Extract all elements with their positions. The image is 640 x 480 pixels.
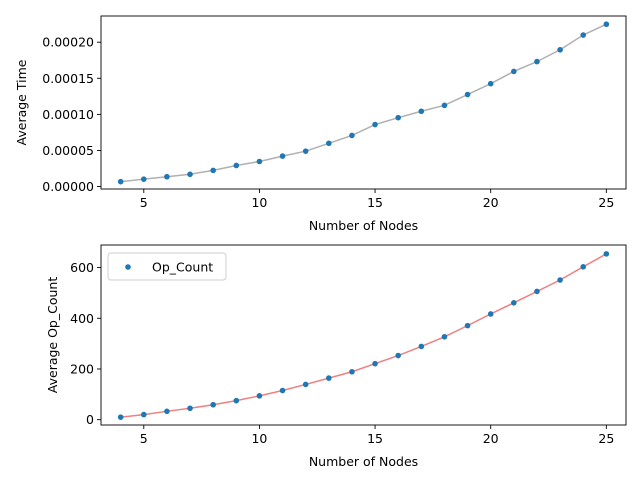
data-point [210,401,216,408]
data-point [395,114,401,121]
data-point [487,311,494,317]
data-point [349,368,355,375]
x-tick-label: 15 [367,431,383,446]
x-tick-label: 20 [483,195,499,210]
data-point [418,343,425,350]
data-point [441,333,448,340]
data-point [187,171,193,178]
x-tick-label: 10 [251,195,267,210]
x-axis-label: Number of Nodes [309,218,418,233]
data-point [580,264,587,270]
data-point [349,132,355,139]
data-point [302,381,309,388]
x-tick-label: 25 [598,195,614,210]
x-tick-label: 5 [140,195,148,210]
data-point [603,21,610,28]
data-point [487,80,494,87]
data-point [580,32,587,38]
data-point [464,91,471,98]
data-point [326,140,332,147]
y-tick-label: 600 [70,260,94,275]
y-tick-label: 0.00005 [42,143,94,158]
data-point [557,46,563,53]
legend-marker [125,264,131,270]
y-axis-label: Average Op_Count [45,277,60,394]
legend: Op_Count [107,252,227,281]
y-tick-label: 0 [86,412,94,427]
data-point [256,158,263,165]
data-point [210,167,216,174]
data-point [233,397,240,404]
y-tick-label: 0.00020 [42,35,94,50]
data-point [326,375,332,381]
data-point [279,153,286,159]
data-point [164,173,170,180]
data-point [117,178,124,185]
x-tick-label: 10 [251,431,267,446]
data-point [140,411,147,418]
plot-frame [100,244,627,426]
data-point [534,288,540,295]
data-point [256,393,263,399]
x-tick-label: 20 [483,431,499,446]
x-tick-label: 15 [367,195,383,210]
data-point [372,360,378,367]
data-point [464,322,471,329]
data-point [534,58,540,65]
data-point [395,352,401,359]
x-tick-label: 25 [598,431,614,446]
series-line [120,253,607,418]
data-point [164,408,170,415]
y-tick-label: 0.00015 [42,71,94,86]
y-tick-label: 0.00010 [42,107,94,122]
legend-label: Op_Count [152,260,213,275]
data-point [279,387,286,394]
data-point [557,277,563,283]
data-point [140,176,147,182]
y-tick-label: 200 [70,361,94,376]
series-line [120,23,607,183]
data-point [233,162,240,169]
data-point [418,108,425,115]
data-point [117,414,124,420]
y-tick-label: 400 [70,311,94,326]
y-tick-label: 0.00000 [42,179,94,194]
y-axis-label: Average Time [14,59,29,145]
legend-box [107,252,227,281]
data-point [511,300,517,306]
data-point [441,102,448,109]
data-point [187,405,193,412]
data-point [511,68,517,75]
plot-frame [100,15,627,190]
chart-panel-2: 5 10 15 20 25 0 200 400 600 Number of Nodes Averag… [45,244,627,469]
x-tick-label: 5 [140,431,148,446]
data-point [603,251,610,257]
chart-panel-1: 5 10 15 20 25 0.00000 0.00005 0.00010 0.00015 0.0… [14,15,627,233]
x-axis-label: Number of Nodes [309,454,418,469]
data-point [372,121,378,128]
data-point [302,148,309,154]
